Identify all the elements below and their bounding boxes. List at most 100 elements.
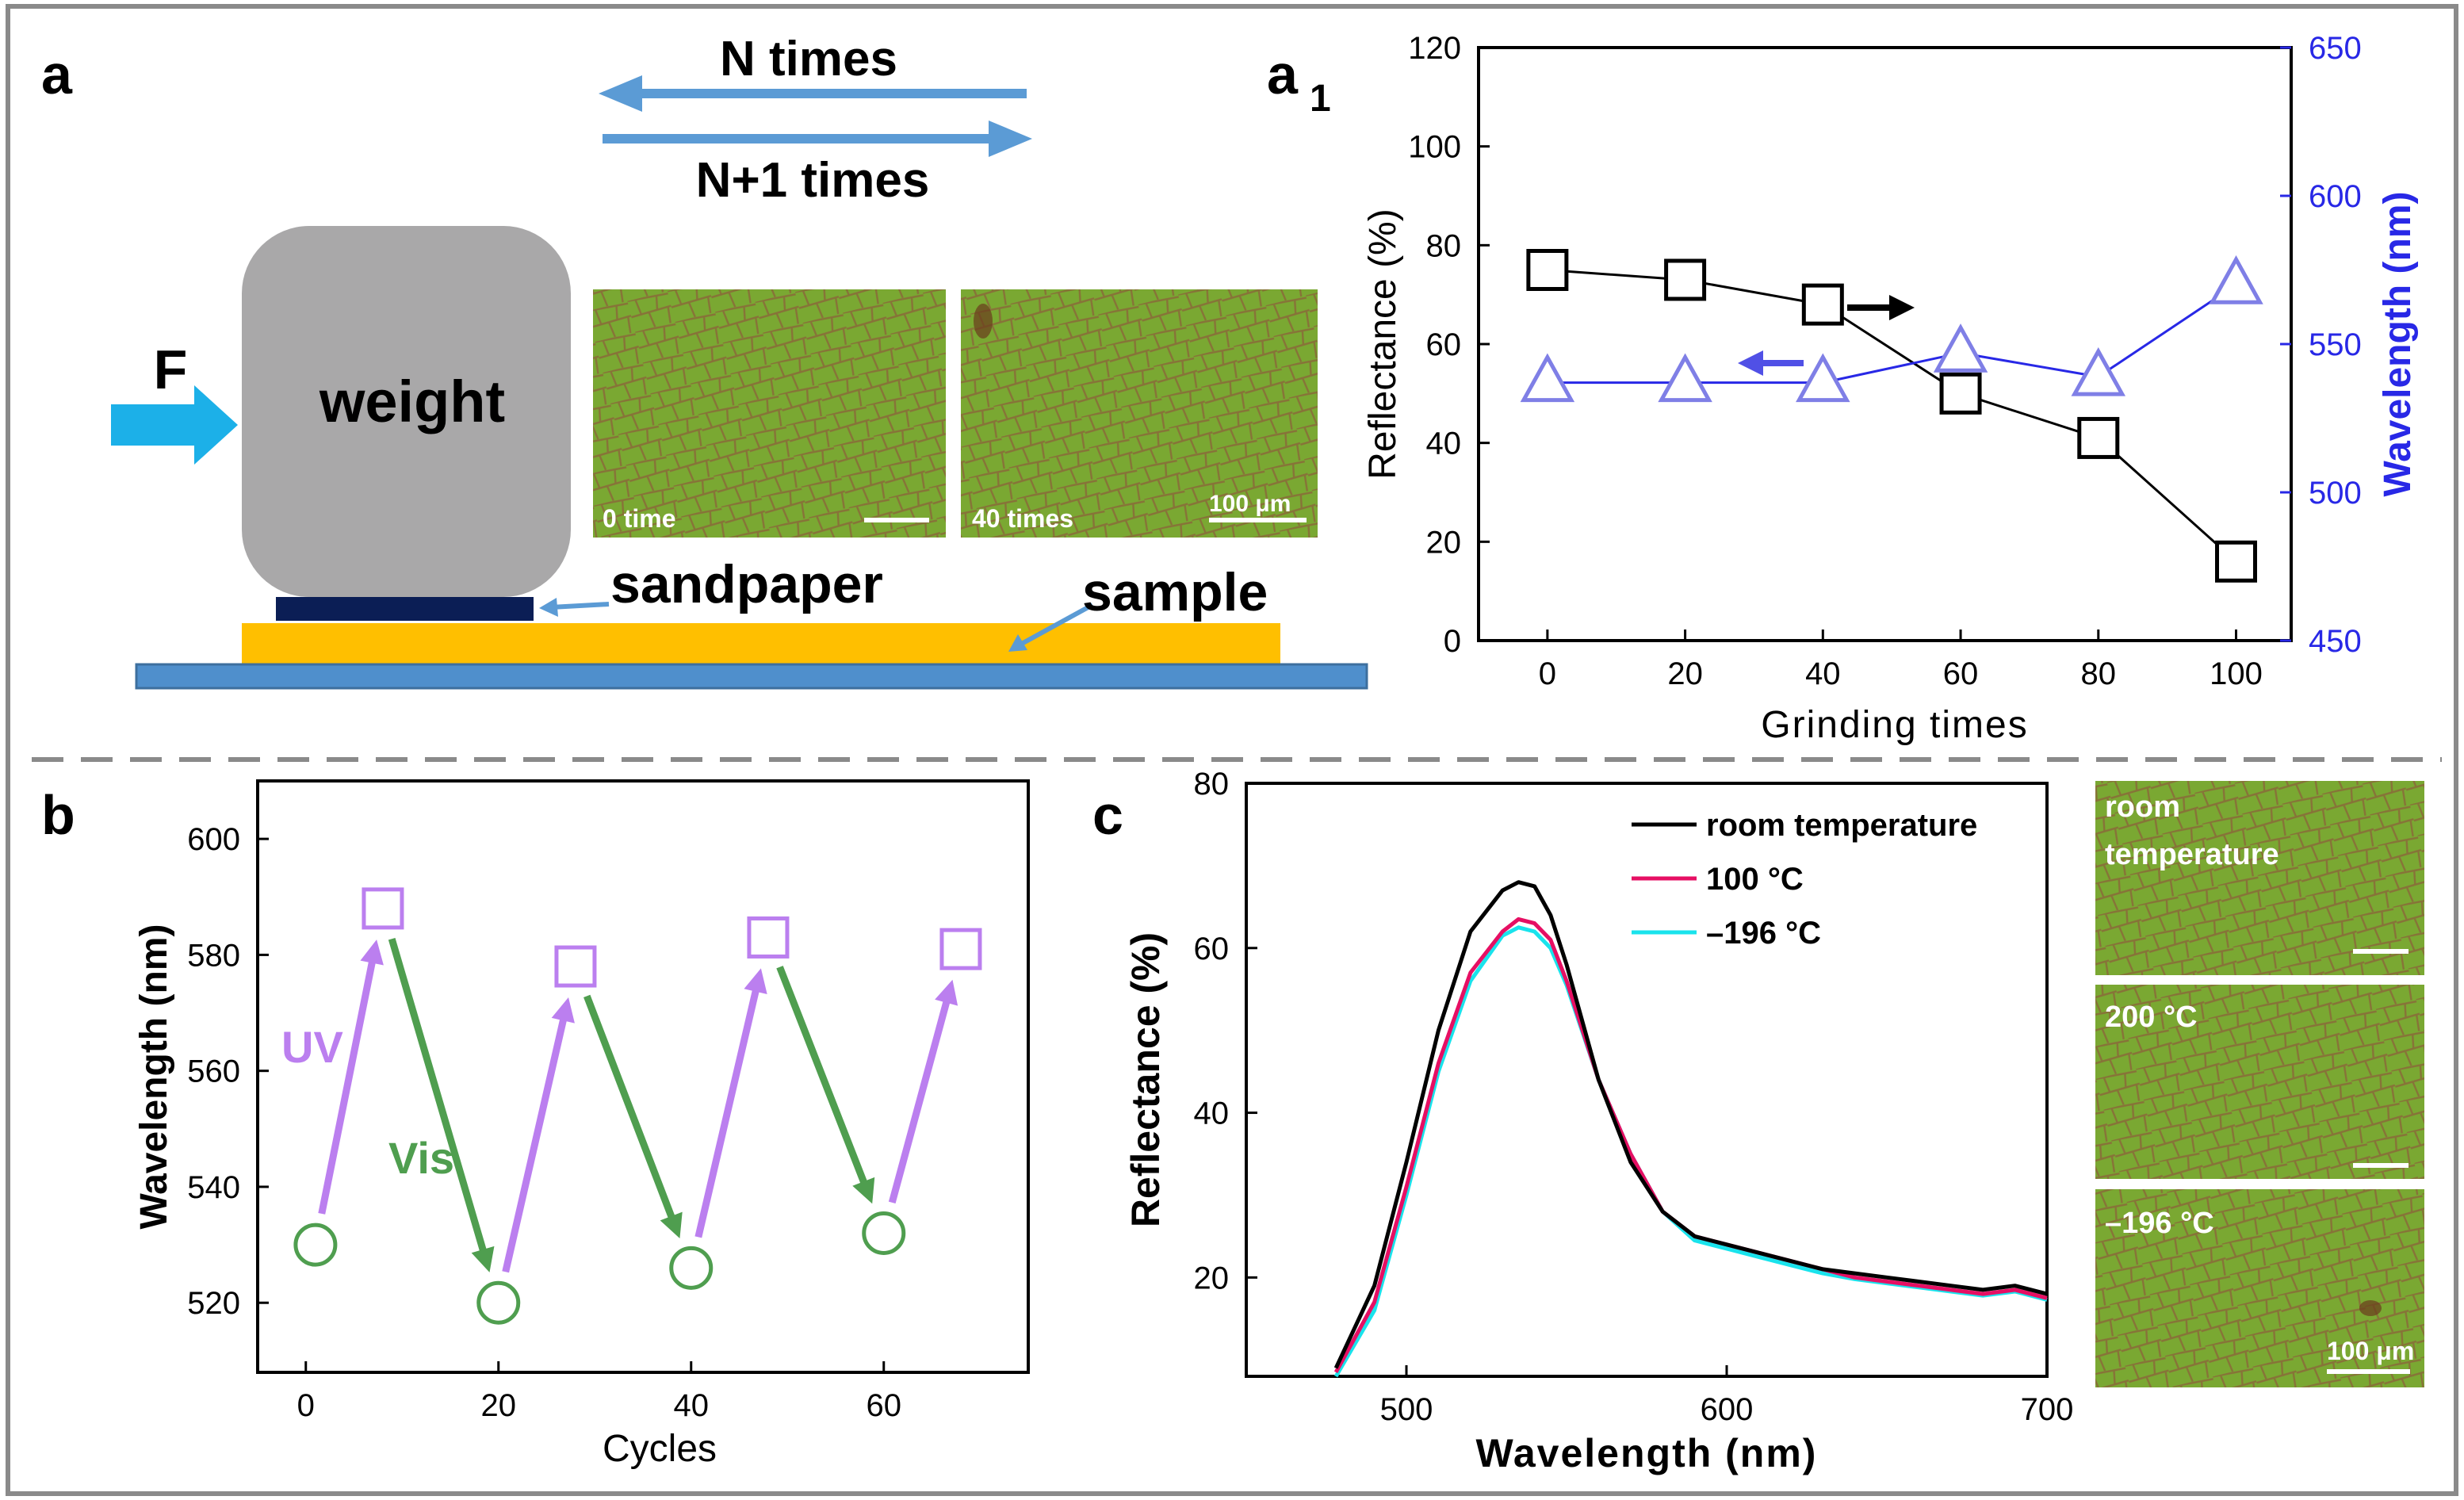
y2-tick-label: 450: [2309, 624, 2362, 659]
y-tick-label: 560: [187, 1054, 240, 1089]
micrograph-0-time: 0 time: [593, 289, 946, 538]
series-line: [1333, 916, 2048, 1374]
y-tick-label: 0: [1444, 624, 1461, 659]
y-tick-label: 40: [1426, 427, 1462, 461]
wavelength-point: [1520, 353, 1575, 403]
uv-point: [747, 916, 790, 959]
chart-c: c 500 600 700 20 40 60 80 room temperature 100 …: [1092, 767, 2073, 1475]
sandpaper-pointer: [539, 598, 610, 617]
plot-frame: [1245, 782, 2049, 1378]
vis-arrow: [776, 966, 875, 1204]
legend-label: –196 °C: [1706, 916, 1821, 951]
uv-arrow: [694, 968, 767, 1238]
vis-point: [669, 1246, 714, 1290]
legend-label: room temperature: [1706, 808, 1977, 843]
x-tick-label: 60: [867, 1388, 902, 1423]
uv-arrow-head: [551, 997, 575, 1024]
micrograph-minus196c: –196 °C 100 μm: [2095, 1189, 2424, 1387]
uv-arrow: [888, 979, 958, 1204]
x-tick-label: 500: [1380, 1392, 1433, 1427]
series-segment: [1685, 278, 1823, 306]
left-pointer-arrow: [1738, 350, 1804, 376]
vis-point: [476, 1280, 521, 1325]
uv-arrow-head: [360, 939, 384, 966]
y-tick-label: 80: [1426, 228, 1462, 263]
vis-point: [293, 1223, 338, 1267]
x-axis-title: Grinding times: [1761, 704, 2028, 746]
y2-tick-label: 500: [2309, 476, 2362, 511]
chart-b: b 0 20 40 60 520 540 560 580 600 UV Vis Cycles W…: [41, 779, 1030, 1470]
sandpaper-label: sandpaper: [610, 554, 883, 614]
wavelength-point: [2071, 346, 2126, 396]
wavelength-point: [2209, 255, 2263, 304]
micrograph-200c: 200 °C: [2095, 985, 2424, 1179]
reflectance-point: [2215, 540, 2258, 583]
y-tick-label: 580: [187, 938, 240, 973]
uv-arrow-shaft: [888, 995, 952, 1204]
stage-base: [135, 663, 1368, 690]
y-tick-label: 40: [1194, 1096, 1230, 1131]
series-segment: [2097, 437, 2237, 563]
y-tick-label: 540: [187, 1170, 240, 1205]
uv-arrow-shaft: [694, 984, 761, 1238]
sample-label: sample: [1082, 562, 1268, 622]
micrograph-200c-label: 200 °C: [2105, 1001, 2198, 1034]
panel-a: a N times N+1 times F weight sandpaper: [41, 32, 1368, 690]
uv-arrow-head: [744, 968, 767, 995]
vis-arrow: [583, 994, 683, 1239]
panel-c-micrographs: room temperature 200 °C –196 °C 100 μm: [2095, 781, 2424, 1387]
y-tick-label: 120: [1408, 31, 1461, 66]
uv-point: [362, 887, 404, 930]
right-pointer-arrow: [1847, 295, 1915, 320]
left-arrow: [599, 75, 1027, 112]
legend: room temperature 100 °C –196 °C: [1632, 808, 1977, 951]
vis-arrow: [388, 938, 495, 1272]
vis-arrow-head: [660, 1211, 683, 1239]
y-tick-label: 80: [1194, 767, 1230, 802]
y2-tick-label: 650: [2309, 31, 2362, 66]
y-axis-title: Wavelength (nm): [133, 924, 175, 1230]
uv-point: [554, 945, 597, 988]
scale-bar-label: 100 μm: [2327, 1337, 2414, 1365]
x-tick-label: 20: [1667, 656, 1703, 691]
chart-a1: a 1 0 20 40 60 80 100 0 20 40 60 80 100 120 450 500 550…: [1267, 31, 2419, 746]
x-axis-title: Cycles: [603, 1428, 717, 1470]
y-tick-label: 100: [1408, 130, 1461, 165]
annotation-vis: Vis: [388, 1133, 454, 1183]
micrograph-room-label-2: temperature: [2105, 838, 2279, 871]
reflectance-point: [2077, 416, 2120, 459]
micrograph-40-times: 40 times 100 μm: [961, 289, 1318, 538]
x-tick-label: 0: [297, 1388, 315, 1423]
sandpaper-strip: [276, 597, 534, 621]
series-segment: [1822, 303, 1961, 395]
y-tick-label: 60: [1194, 932, 1230, 966]
series-segment: [1823, 351, 1961, 385]
x-tick-label: 40: [674, 1388, 710, 1423]
vis-arrow-head: [852, 1177, 875, 1204]
n-times-label: N times: [720, 32, 897, 86]
weight-label: weight: [319, 369, 505, 434]
wavelength-point: [1796, 353, 1850, 403]
uv-arrow-shaft: [502, 1013, 568, 1273]
plot-frame: [256, 779, 1030, 1374]
x-axis-title: Wavelength (nm): [1476, 1431, 1818, 1475]
weight-block: [242, 226, 571, 597]
micrograph-room-temperature: room temperature: [2095, 781, 2424, 975]
reflectance-point: [1801, 283, 1844, 326]
panel-label-b: b: [41, 784, 75, 846]
scale-bar-label: 100 μm: [1209, 491, 1291, 517]
panel-label-a1: a: [1267, 44, 1299, 105]
wavelength-point: [1658, 353, 1712, 403]
x-tick-label: 0: [1539, 656, 1556, 691]
y-tick-label: 20: [1426, 525, 1462, 560]
x-tick-label: 40: [1805, 656, 1841, 691]
reflectance-point: [1939, 372, 1982, 415]
uv-arrow: [502, 997, 575, 1273]
panel-label-a: a: [41, 44, 73, 105]
y-tick-label: 600: [187, 822, 240, 857]
series-segment: [1547, 269, 1685, 281]
force-arrow: [111, 385, 238, 465]
y2-tick-label: 550: [2309, 327, 2362, 362]
force-label: F: [154, 339, 188, 400]
y-axis-title: Reflectance (%): [1362, 209, 1404, 479]
